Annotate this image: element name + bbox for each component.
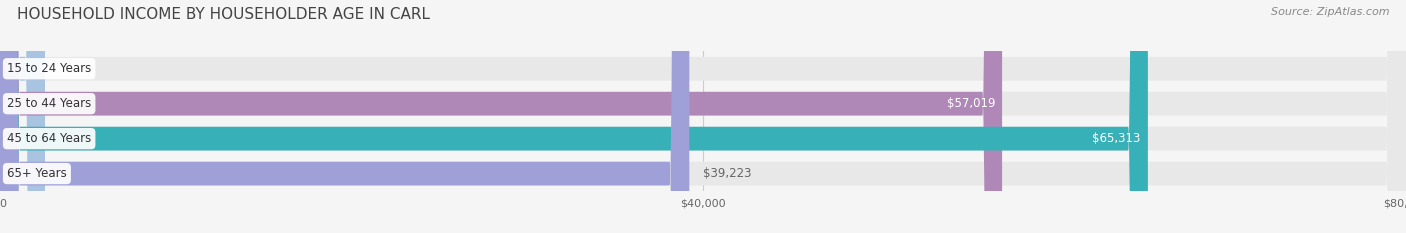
FancyBboxPatch shape bbox=[0, 0, 1147, 233]
Text: 65+ Years: 65+ Years bbox=[7, 167, 66, 180]
Text: Source: ZipAtlas.com: Source: ZipAtlas.com bbox=[1271, 7, 1389, 17]
FancyBboxPatch shape bbox=[0, 0, 689, 233]
FancyBboxPatch shape bbox=[0, 0, 45, 233]
Text: HOUSEHOLD INCOME BY HOUSEHOLDER AGE IN CARL: HOUSEHOLD INCOME BY HOUSEHOLDER AGE IN C… bbox=[17, 7, 430, 22]
Text: $0: $0 bbox=[14, 62, 30, 75]
Text: $65,313: $65,313 bbox=[1092, 132, 1140, 145]
Text: $57,019: $57,019 bbox=[946, 97, 995, 110]
Text: 45 to 64 Years: 45 to 64 Years bbox=[7, 132, 91, 145]
FancyBboxPatch shape bbox=[0, 0, 1002, 233]
Text: $39,223: $39,223 bbox=[703, 167, 752, 180]
Text: 15 to 24 Years: 15 to 24 Years bbox=[7, 62, 91, 75]
Text: 25 to 44 Years: 25 to 44 Years bbox=[7, 97, 91, 110]
